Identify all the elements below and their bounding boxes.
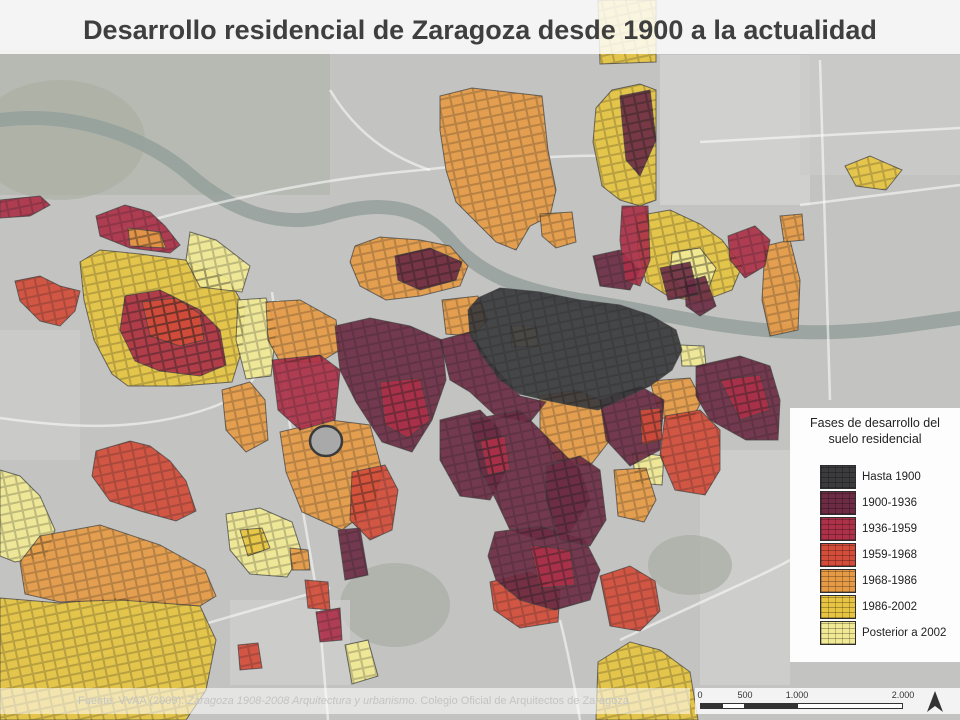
legend-item: 1959-1968 (820, 543, 955, 567)
road (328, 89, 431, 172)
scale-label: 2.000 (891, 690, 915, 700)
zone-1936-1959 (315, 607, 343, 643)
source-suffix: . Colegio Oficial de Arquitectos de Zara… (414, 695, 629, 707)
terrain-park (648, 535, 732, 595)
zone-1959-1968 (237, 642, 263, 671)
zone-1959-1968 (304, 579, 331, 611)
zone-1968-1986 (289, 547, 311, 571)
legend-swatch (820, 595, 856, 619)
legend-swatch (820, 621, 856, 645)
source-citation: Fuente: VVAA (2009): Zaragoza 1908-2008 … (78, 688, 629, 714)
scale-label: 500 (737, 690, 753, 700)
zone-posterior-a-2002 (679, 344, 707, 367)
legend-item: Posterior a 2002 (820, 621, 955, 645)
legend-swatch (820, 517, 856, 541)
legend-swatch (820, 569, 856, 593)
road (109, 154, 641, 234)
legend-label: Hasta 1900 (862, 471, 921, 483)
road (799, 183, 960, 207)
legend-item: Hasta 1900 (820, 465, 955, 489)
legend-swatch (820, 465, 856, 489)
terrain-urban (800, 55, 960, 175)
terrain-fields (0, 80, 145, 200)
legend-label: 1959-1968 (862, 549, 917, 561)
legend-swatch (820, 491, 856, 515)
legend-title-line: Fases de desarrollo del (810, 416, 940, 430)
road-network (0, 59, 960, 720)
scale-segment (722, 703, 745, 709)
north-arrow-icon (927, 691, 943, 712)
source-prefix: Fuente: VVAA (2009): (78, 695, 188, 707)
legend: Fases de desarrollo del suelo residencia… (790, 408, 960, 662)
north-arrow-shape (927, 691, 943, 712)
terrain-industrial (660, 55, 810, 205)
legend-label: Posterior a 2002 (862, 627, 947, 639)
park-ring (308, 424, 344, 458)
terrain-urban (0, 330, 80, 460)
legend-title-line: suelo residencial (828, 432, 922, 446)
page-title: Desarrollo residencial de Zaragoza desde… (83, 15, 877, 45)
legend-swatch (820, 543, 856, 567)
source-book-title: Zaragoza 1908-2008 Arquitectura y urbani… (187, 695, 415, 707)
zone-1968-1986 (779, 213, 805, 243)
legend-item: 1968-1986 (820, 569, 955, 593)
scale-segment (700, 703, 723, 709)
scale-segment (797, 703, 903, 709)
road (818, 59, 832, 401)
scale-bar: 0 500 1.000 2.000 (695, 688, 960, 714)
road (699, 126, 960, 144)
legend-label: 1900-1936 (862, 497, 917, 509)
legend-label: 1986-2002 (862, 601, 917, 613)
legend-label: 1968-1986 (862, 575, 917, 587)
scale-label: 0 (697, 690, 703, 700)
source-strip: Fuente: VVAA (2009): Zaragoza 1908-2008 … (0, 688, 690, 714)
legend-item: 1936-1959 (820, 517, 955, 541)
legend-item: 1986-2002 (820, 595, 955, 619)
legend-label: 1936-1959 (862, 523, 917, 535)
scale-segment (745, 703, 797, 709)
zone-1959-1968 (639, 407, 663, 446)
legend-title: Fases de desarrollo del suelo residencia… (790, 415, 960, 447)
terrain-park (340, 563, 450, 647)
scale-label: 1.000 (785, 690, 809, 700)
legend-item: 1900-1936 (820, 491, 955, 515)
title-bar: Desarrollo residencial de Zaragoza desde… (0, 0, 960, 54)
